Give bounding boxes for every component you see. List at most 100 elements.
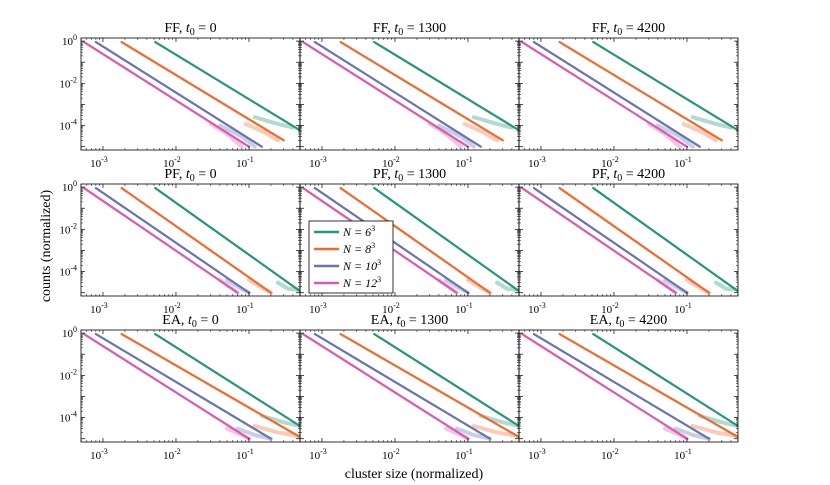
- series-line: [373, 40, 519, 132]
- legend-label: N = 83: [342, 241, 375, 256]
- x-axis-label: cluster size (normalized): [345, 467, 484, 482]
- x-tick-label: 10-3: [90, 155, 108, 170]
- series-line: [313, 332, 492, 440]
- series-line: [94, 332, 273, 440]
- legend-label: N = 103: [342, 258, 381, 273]
- series-line: [532, 332, 711, 440]
- x-tick-label: 10-3: [309, 447, 327, 462]
- plot-area: [301, 186, 519, 295]
- series-line: [120, 332, 300, 439]
- series-tail-scatter: [685, 278, 711, 295]
- y-tick-label: 10-2: [59, 75, 77, 90]
- series-line: [120, 186, 273, 294]
- series-tail-scatter: [444, 426, 470, 441]
- series-line: [592, 40, 738, 132]
- y-tick-label: 10-2: [59, 221, 77, 236]
- series-tail-scatter: [247, 278, 273, 295]
- series-line: [313, 40, 482, 148]
- plot-area: [82, 332, 300, 441]
- series-line: [154, 40, 300, 132]
- series-tail-scatter: [444, 278, 470, 295]
- x-tick-label: 10-2: [382, 155, 400, 170]
- panel-0: FF, t0 = 0 100 10-2 10-4 10-3 10-2 10-1: [59, 21, 301, 170]
- series-tail-scatter: [681, 121, 718, 143]
- y-tick-label: 10-4: [59, 264, 77, 279]
- panel-title: FF, t0 = 0: [164, 21, 216, 38]
- plot-area: [82, 40, 300, 149]
- x-tick-label: 10-1: [455, 155, 473, 170]
- series-tail-scatter: [495, 280, 519, 292]
- panel-8: EA, t0 = 4200 10-3 10-2 10-1: [518, 313, 739, 462]
- series-line: [154, 186, 300, 293]
- panel-title: FF, t0 = 1300: [373, 21, 446, 38]
- series-line: [558, 40, 723, 142]
- x-tick-label: 10-2: [382, 301, 400, 316]
- axes-frame: [80, 329, 301, 443]
- axes-frame: [518, 329, 739, 443]
- series-line: [558, 186, 711, 294]
- axes-frame: [518, 37, 739, 151]
- legend: N = 63 N = 83 N = 103 N = 123: [308, 220, 394, 294]
- series-line: [558, 332, 738, 439]
- series-tail-scatter: [454, 426, 492, 441]
- series-tail-scatter: [646, 121, 682, 149]
- panel-title: PF, t0 = 1300: [373, 167, 446, 184]
- series-tail-scatter: [471, 115, 514, 130]
- panel-title: EA, t0 = 0: [162, 313, 218, 330]
- series-line: [532, 40, 701, 148]
- series-tail-scatter: [714, 280, 738, 292]
- x-tick-label: 10-1: [674, 155, 692, 170]
- series-tail-scatter: [217, 278, 240, 295]
- series-tail-scatter: [436, 278, 459, 295]
- series-line: [120, 40, 285, 142]
- x-tick-label: 10-3: [90, 301, 108, 316]
- series-line: [301, 332, 470, 440]
- series-tail-scatter: [225, 278, 251, 295]
- series-tail-scatter: [217, 123, 257, 149]
- series-tail-scatter: [427, 121, 463, 149]
- y-tick-label: 100: [62, 179, 77, 194]
- x-tick-label: 10-1: [674, 301, 692, 316]
- panel-title: PF, t0 = 4200: [592, 167, 665, 184]
- series-tail-scatter: [225, 426, 251, 441]
- panel-title: EA, t0 = 4200: [590, 313, 667, 330]
- series-tail-scatter: [252, 115, 295, 130]
- series-tail-scatter: [663, 426, 689, 441]
- x-tick-label: 10-3: [309, 155, 327, 170]
- series-tail-scatter: [673, 426, 711, 441]
- series-tail-scatter: [235, 426, 273, 441]
- series-line: [339, 332, 519, 439]
- series-line: [520, 332, 689, 440]
- y-tick-label: 100: [62, 33, 77, 48]
- plot-area: [301, 40, 519, 149]
- y-axis-label: counts (normalized): [39, 189, 54, 302]
- x-tick-label: 10-2: [601, 155, 619, 170]
- series-tail-scatter: [276, 280, 300, 292]
- series-tail-scatter: [462, 121, 499, 143]
- x-tick-label: 10-3: [528, 155, 546, 170]
- x-tick-label: 10-3: [528, 447, 546, 462]
- series-line: [592, 186, 738, 293]
- panels-group: FF, t0 = 0 100 10-2 10-4 10-3 10-2 10-1 FF, t0 …: [59, 21, 739, 462]
- x-tick-label: 10-2: [163, 447, 181, 462]
- y-tick-label: 10-4: [59, 118, 77, 133]
- y-tick-label: 10-4: [59, 410, 77, 425]
- x-tick-label: 10-2: [163, 301, 181, 316]
- legend-label: N = 63: [342, 224, 375, 239]
- series-tail-scatter: [466, 278, 492, 295]
- series-line: [301, 40, 470, 148]
- x-tick-label: 10-2: [601, 301, 619, 316]
- panel-3: PF, t0 = 0 100 10-2 10-4 10-3 10-2 10-1: [59, 167, 301, 316]
- x-tick-label: 10-1: [674, 447, 692, 462]
- panel-title: PF, t0 = 0: [164, 167, 216, 184]
- series-line: [373, 332, 519, 428]
- series-line: [532, 186, 689, 294]
- series-line: [339, 40, 504, 142]
- series-tail-scatter: [663, 278, 689, 295]
- panel-7: EA, t0 = 1300 10-3 10-2 10-1: [299, 313, 520, 462]
- series-line: [520, 186, 677, 294]
- y-tick-label: 10-2: [59, 367, 77, 382]
- series-tail-scatter: [655, 278, 678, 295]
- series-tail-scatter: [243, 121, 280, 143]
- x-tick-label: 10-1: [455, 301, 473, 316]
